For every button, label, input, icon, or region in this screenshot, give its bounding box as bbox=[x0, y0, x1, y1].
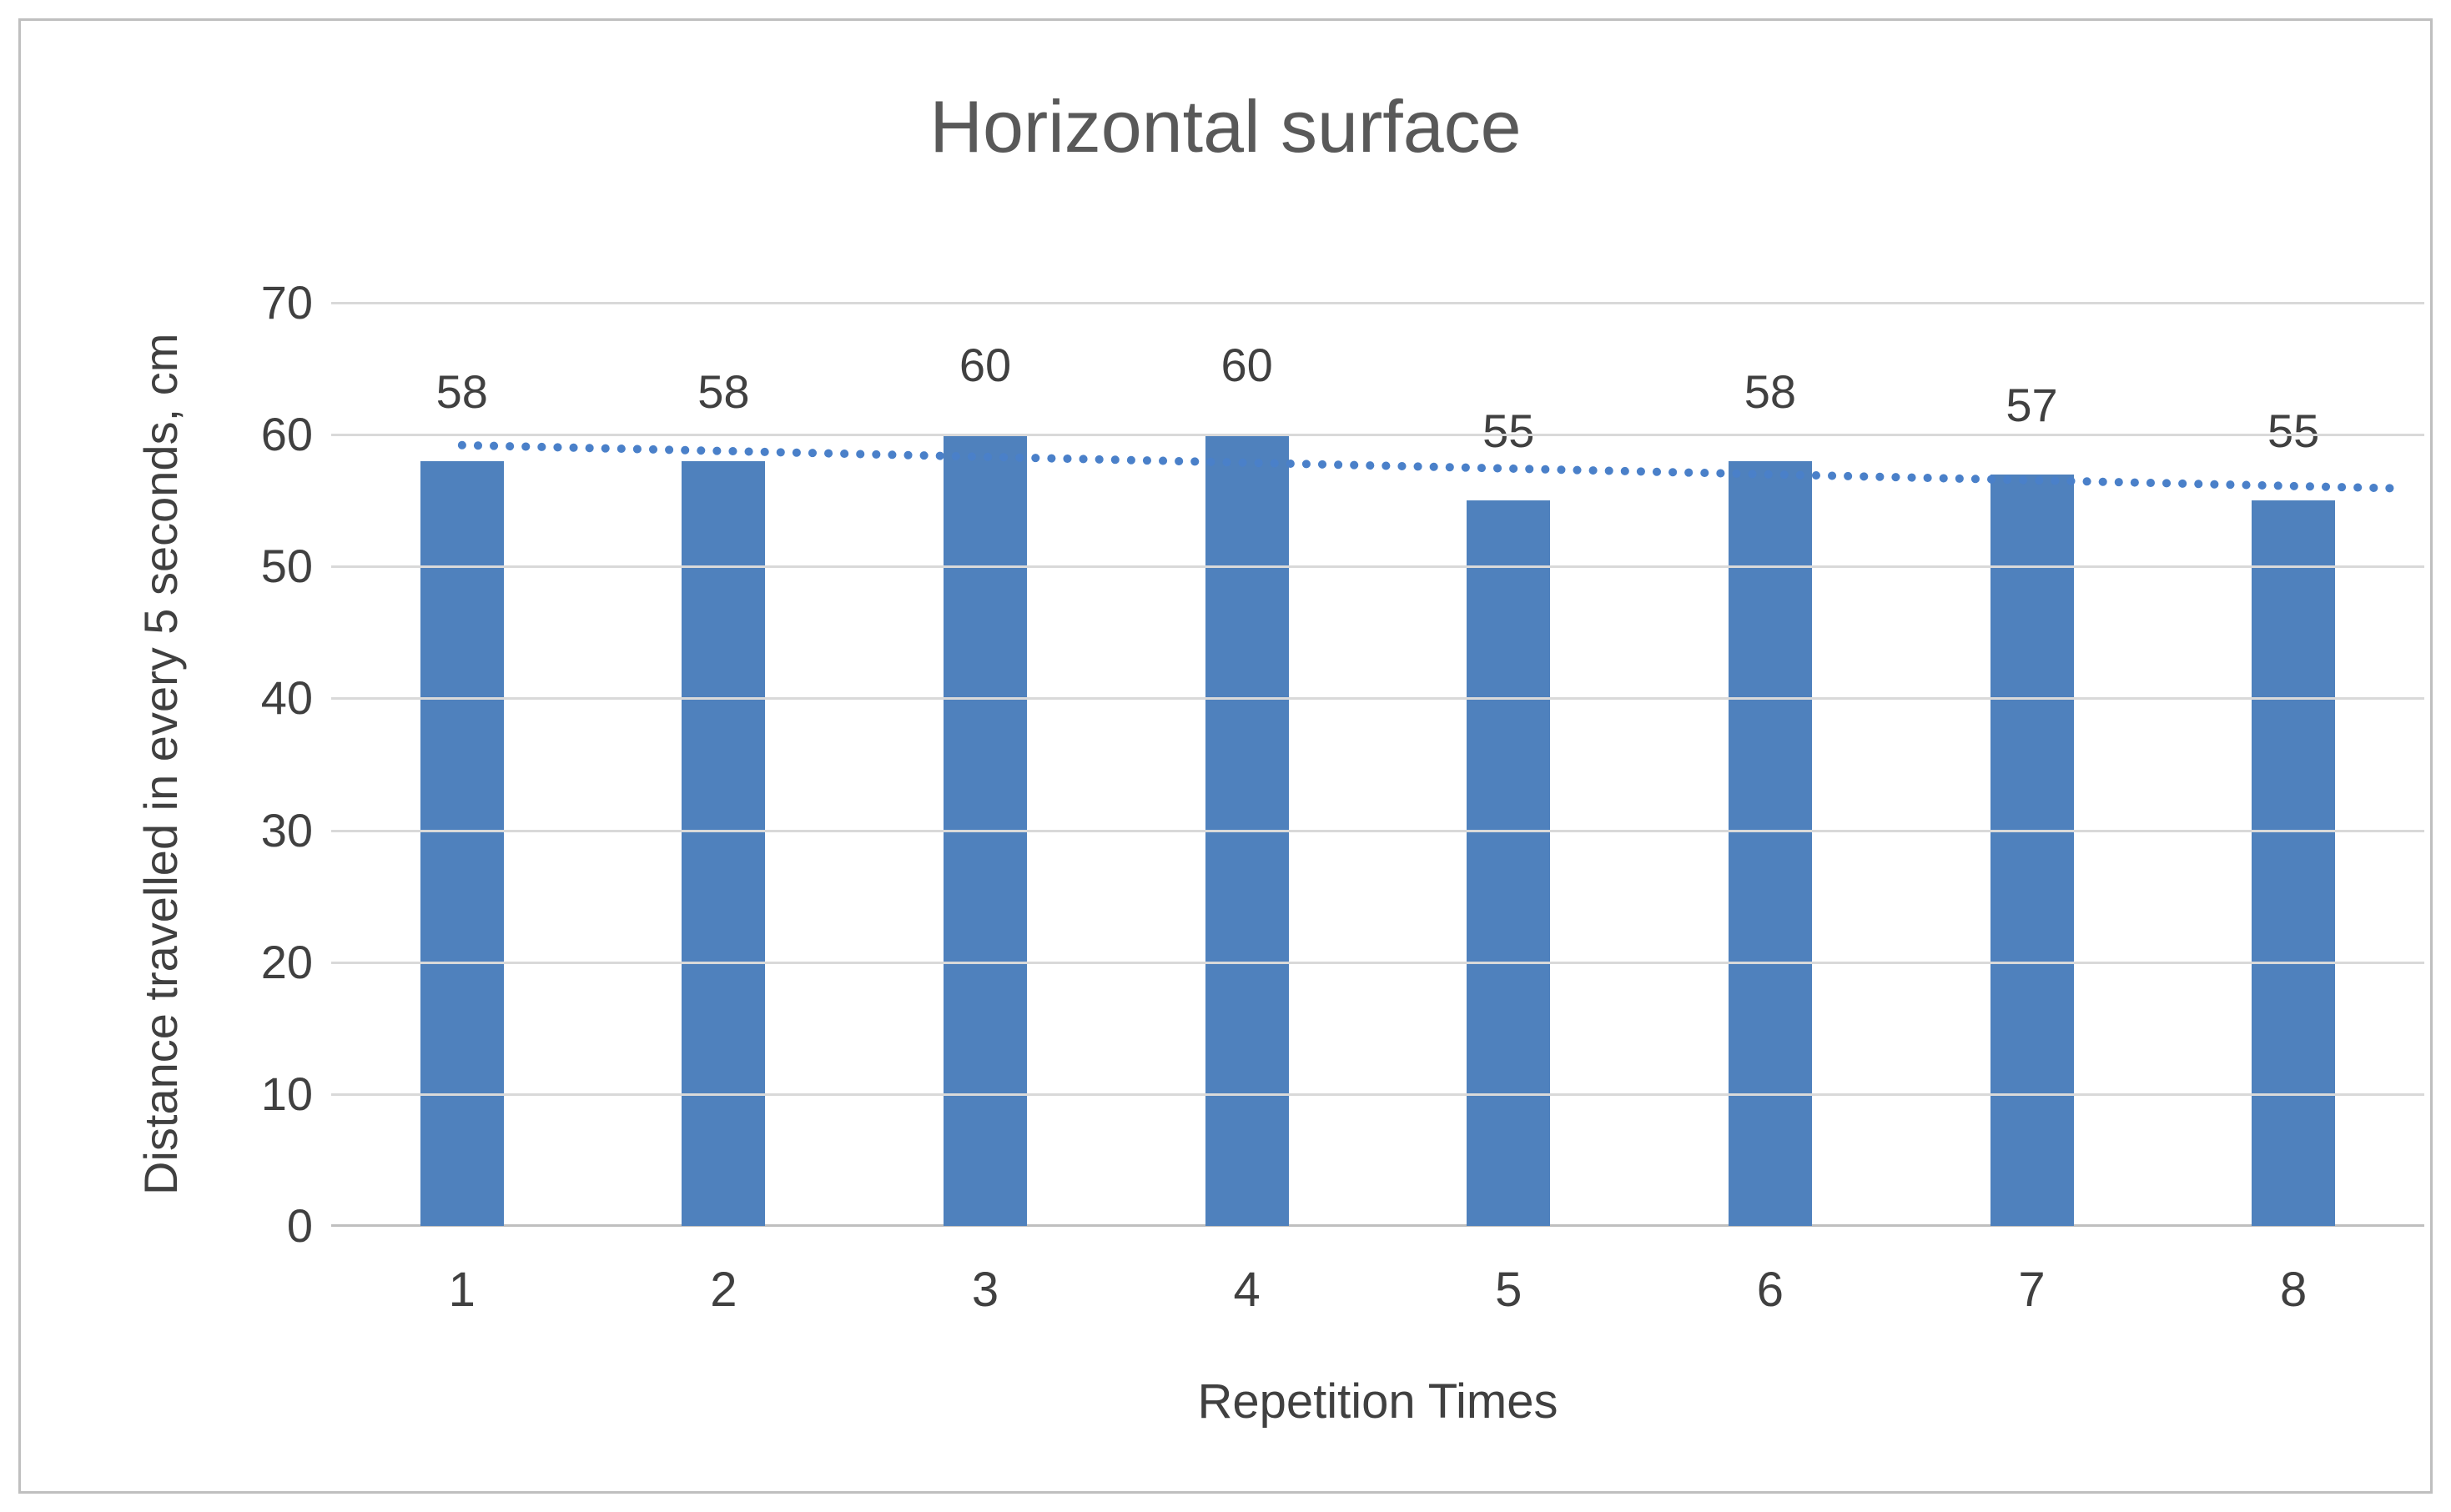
bar-slot: 60 bbox=[854, 303, 1116, 1226]
gridline bbox=[331, 961, 2424, 964]
bar bbox=[1990, 474, 2074, 1226]
bar bbox=[682, 460, 766, 1226]
bar bbox=[1467, 500, 1551, 1226]
bar-value-label: 55 bbox=[2267, 404, 2320, 458]
bar-value-label: 58 bbox=[697, 364, 750, 418]
y-tick-label: 50 bbox=[260, 540, 313, 593]
bar bbox=[420, 460, 504, 1226]
chart-title: Horizontal surface bbox=[929, 85, 1522, 168]
bar-value-label: 60 bbox=[959, 339, 1012, 392]
x-tick-label: 6 bbox=[1756, 1263, 1784, 1317]
bar-value-label: 58 bbox=[1744, 364, 1797, 418]
bar-slot: 58 bbox=[1639, 303, 1901, 1226]
bar-slot: 55 bbox=[1378, 303, 1640, 1226]
bar-value-label: 60 bbox=[1220, 339, 1273, 392]
gridline bbox=[331, 1093, 2424, 1096]
bar bbox=[2252, 500, 2336, 1226]
chart-frame: Horizontal surface Distance travelled in… bbox=[18, 18, 2433, 1494]
y-tick-label: 0 bbox=[286, 1199, 313, 1252]
bars: 58 58 60 60 55 58 57 55 bbox=[331, 303, 2424, 1226]
x-tick-label: 3 bbox=[971, 1263, 999, 1317]
bar-slot: 55 bbox=[2162, 303, 2424, 1226]
x-axis-ticks: 1 2 3 4 5 6 7 8 bbox=[331, 1262, 2424, 1318]
x-tick-label: 8 bbox=[2280, 1263, 2308, 1317]
bar-slot: 58 bbox=[331, 303, 593, 1226]
y-tick-label: 20 bbox=[260, 935, 313, 988]
bar-value-label: 57 bbox=[2006, 378, 2058, 431]
x-axis-title: Repetition Times bbox=[1197, 1374, 1558, 1429]
x-tick-label: 4 bbox=[1233, 1263, 1261, 1317]
x-tick-label: 2 bbox=[710, 1263, 737, 1317]
bar-slot: 58 bbox=[593, 303, 855, 1226]
gridline bbox=[331, 697, 2424, 701]
bar-value-label: 55 bbox=[1482, 404, 1535, 458]
x-axis-line bbox=[331, 1224, 2424, 1227]
gridline bbox=[331, 565, 2424, 569]
x-tick-label: 7 bbox=[2018, 1263, 2046, 1317]
y-tick-label: 60 bbox=[260, 408, 313, 461]
y-tick-label: 30 bbox=[260, 803, 313, 856]
bar-slot: 57 bbox=[1901, 303, 2163, 1226]
gridline bbox=[331, 829, 2424, 832]
gridline bbox=[331, 434, 2424, 437]
bar-slot: 60 bbox=[1116, 303, 1378, 1226]
y-axis-ticks: 0 10 20 30 40 50 60 70 bbox=[138, 279, 313, 1249]
bar-value-label: 58 bbox=[435, 364, 488, 418]
bar bbox=[1728, 460, 1812, 1226]
gridline bbox=[331, 302, 2424, 304]
plot-area: 58 58 60 60 55 58 57 55 bbox=[331, 302, 2424, 1227]
y-tick-label: 70 bbox=[260, 276, 313, 329]
x-tick-label: 1 bbox=[448, 1263, 476, 1317]
y-tick-label: 40 bbox=[260, 671, 313, 725]
y-tick-label: 10 bbox=[260, 1067, 313, 1120]
x-tick-label: 5 bbox=[1495, 1263, 1522, 1317]
